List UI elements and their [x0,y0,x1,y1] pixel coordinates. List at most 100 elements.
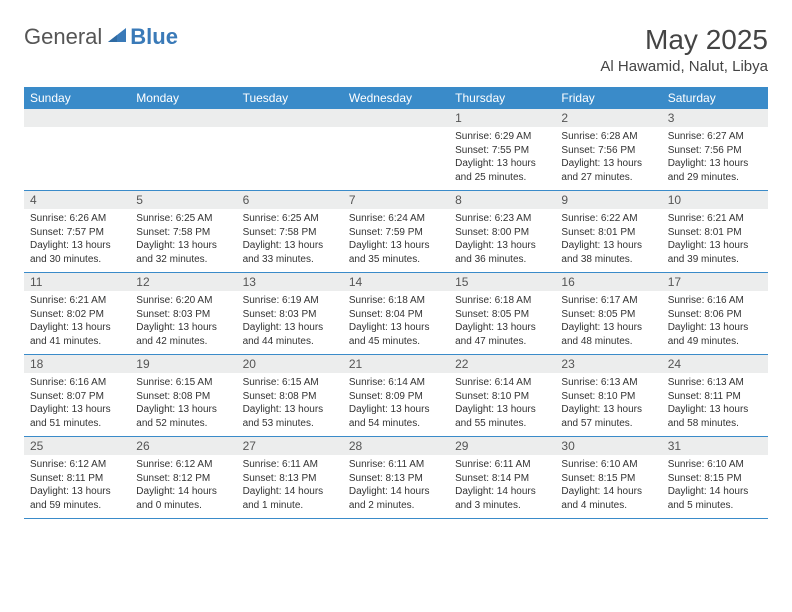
day-data: Sunrise: 6:23 AMSunset: 8:00 PMDaylight:… [449,209,555,272]
sunrise-text: Sunrise: 6:11 AM [243,458,337,472]
sunset-text: Sunset: 8:05 PM [561,308,655,322]
daylight-text: Daylight: 13 hours and 42 minutes. [136,321,230,348]
sunset-text: Sunset: 8:01 PM [668,226,762,240]
day-number: 1 [449,109,555,127]
day-number: 3 [662,109,768,127]
day-data: Sunrise: 6:20 AMSunset: 8:03 PMDaylight:… [130,291,236,354]
sunset-text: Sunset: 8:13 PM [349,472,443,486]
sunrise-text: Sunrise: 6:20 AM [136,294,230,308]
calendar-cell: 15Sunrise: 6:18 AMSunset: 8:05 PMDayligh… [449,273,555,355]
day-data: Sunrise: 6:18 AMSunset: 8:05 PMDaylight:… [449,291,555,354]
day-data: Sunrise: 6:11 AMSunset: 8:14 PMDaylight:… [449,455,555,518]
sunrise-text: Sunrise: 6:15 AM [136,376,230,390]
brand-part1: General [24,24,102,50]
day-data: Sunrise: 6:26 AMSunset: 7:57 PMDaylight:… [24,209,130,272]
sunrise-text: Sunrise: 6:10 AM [561,458,655,472]
calendar-cell: 25Sunrise: 6:12 AMSunset: 8:11 PMDayligh… [24,437,130,519]
calendar-cell: 19Sunrise: 6:15 AMSunset: 8:08 PMDayligh… [130,355,236,437]
sunrise-text: Sunrise: 6:26 AM [30,212,124,226]
daylight-text: Daylight: 13 hours and 27 minutes. [561,157,655,184]
sunset-text: Sunset: 8:15 PM [668,472,762,486]
calendar-cell: 31Sunrise: 6:10 AMSunset: 8:15 PMDayligh… [662,437,768,519]
daylight-text: Daylight: 13 hours and 51 minutes. [30,403,124,430]
daylight-text: Daylight: 13 hours and 38 minutes. [561,239,655,266]
day-data: Sunrise: 6:12 AMSunset: 8:12 PMDaylight:… [130,455,236,518]
sunset-text: Sunset: 8:05 PM [455,308,549,322]
daylight-text: Daylight: 13 hours and 32 minutes. [136,239,230,266]
day-data: Sunrise: 6:18 AMSunset: 8:04 PMDaylight:… [343,291,449,354]
calendar-cell: 8Sunrise: 6:23 AMSunset: 8:00 PMDaylight… [449,191,555,273]
day-data: Sunrise: 6:21 AMSunset: 8:01 PMDaylight:… [662,209,768,272]
calendar-cell-empty [343,109,449,191]
day-data [24,127,130,183]
sunrise-text: Sunrise: 6:14 AM [455,376,549,390]
day-data: Sunrise: 6:14 AMSunset: 8:09 PMDaylight:… [343,373,449,436]
sunset-text: Sunset: 8:02 PM [30,308,124,322]
sunset-text: Sunset: 8:15 PM [561,472,655,486]
sunset-text: Sunset: 8:00 PM [455,226,549,240]
calendar-cell: 11Sunrise: 6:21 AMSunset: 8:02 PMDayligh… [24,273,130,355]
day-number [24,109,130,127]
calendar-cell: 14Sunrise: 6:18 AMSunset: 8:04 PMDayligh… [343,273,449,355]
day-data: Sunrise: 6:12 AMSunset: 8:11 PMDaylight:… [24,455,130,518]
brand-part2: Blue [130,24,178,50]
day-number: 20 [237,355,343,373]
calendar-cell: 5Sunrise: 6:25 AMSunset: 7:58 PMDaylight… [130,191,236,273]
sunset-text: Sunset: 8:12 PM [136,472,230,486]
calendar-cell: 26Sunrise: 6:12 AMSunset: 8:12 PMDayligh… [130,437,236,519]
calendar-cell-empty [237,109,343,191]
sunset-text: Sunset: 8:14 PM [455,472,549,486]
day-data: Sunrise: 6:28 AMSunset: 7:56 PMDaylight:… [555,127,661,190]
calendar-body: 1Sunrise: 6:29 AMSunset: 7:55 PMDaylight… [24,109,768,519]
calendar-cell: 23Sunrise: 6:13 AMSunset: 8:10 PMDayligh… [555,355,661,437]
sunrise-text: Sunrise: 6:25 AM [243,212,337,226]
daylight-text: Daylight: 13 hours and 30 minutes. [30,239,124,266]
sunrise-text: Sunrise: 6:28 AM [561,130,655,144]
day-number: 28 [343,437,449,455]
sunset-text: Sunset: 8:10 PM [455,390,549,404]
day-number [130,109,236,127]
daylight-text: Daylight: 14 hours and 2 minutes. [349,485,443,512]
sunset-text: Sunset: 8:11 PM [30,472,124,486]
sunset-text: Sunset: 8:08 PM [136,390,230,404]
day-data: Sunrise: 6:11 AMSunset: 8:13 PMDaylight:… [343,455,449,518]
sunset-text: Sunset: 8:09 PM [349,390,443,404]
daylight-text: Daylight: 13 hours and 49 minutes. [668,321,762,348]
calendar-cell: 13Sunrise: 6:19 AMSunset: 8:03 PMDayligh… [237,273,343,355]
daylight-text: Daylight: 13 hours and 59 minutes. [30,485,124,512]
sunset-text: Sunset: 7:56 PM [668,144,762,158]
calendar-cell: 20Sunrise: 6:15 AMSunset: 8:08 PMDayligh… [237,355,343,437]
day-data: Sunrise: 6:13 AMSunset: 8:10 PMDaylight:… [555,373,661,436]
sunset-text: Sunset: 8:06 PM [668,308,762,322]
dow-header: Friday [555,87,661,109]
sunrise-text: Sunrise: 6:23 AM [455,212,549,226]
daylight-text: Daylight: 14 hours and 0 minutes. [136,485,230,512]
calendar-cell: 3Sunrise: 6:27 AMSunset: 7:56 PMDaylight… [662,109,768,191]
sunset-text: Sunset: 8:03 PM [243,308,337,322]
day-data: Sunrise: 6:13 AMSunset: 8:11 PMDaylight:… [662,373,768,436]
day-number: 9 [555,191,661,209]
day-number: 27 [237,437,343,455]
day-number: 12 [130,273,236,291]
sunset-text: Sunset: 7:58 PM [243,226,337,240]
day-number: 11 [24,273,130,291]
sunset-text: Sunset: 8:03 PM [136,308,230,322]
day-data: Sunrise: 6:10 AMSunset: 8:15 PMDaylight:… [662,455,768,518]
daylight-text: Daylight: 13 hours and 39 minutes. [668,239,762,266]
sunset-text: Sunset: 7:59 PM [349,226,443,240]
calendar-cell: 21Sunrise: 6:14 AMSunset: 8:09 PMDayligh… [343,355,449,437]
day-number [237,109,343,127]
calendar-cell: 7Sunrise: 6:24 AMSunset: 7:59 PMDaylight… [343,191,449,273]
dow-header: Tuesday [237,87,343,109]
day-number: 13 [237,273,343,291]
day-data: Sunrise: 6:15 AMSunset: 8:08 PMDaylight:… [237,373,343,436]
sunrise-text: Sunrise: 6:25 AM [136,212,230,226]
sunrise-text: Sunrise: 6:17 AM [561,294,655,308]
sunset-text: Sunset: 8:01 PM [561,226,655,240]
daylight-text: Daylight: 13 hours and 41 minutes. [30,321,124,348]
sunrise-text: Sunrise: 6:18 AM [455,294,549,308]
day-number [343,109,449,127]
daylight-text: Daylight: 13 hours and 48 minutes. [561,321,655,348]
calendar-cell: 9Sunrise: 6:22 AMSunset: 8:01 PMDaylight… [555,191,661,273]
location-subtitle: Al Hawamid, Nalut, Libya [600,58,768,75]
